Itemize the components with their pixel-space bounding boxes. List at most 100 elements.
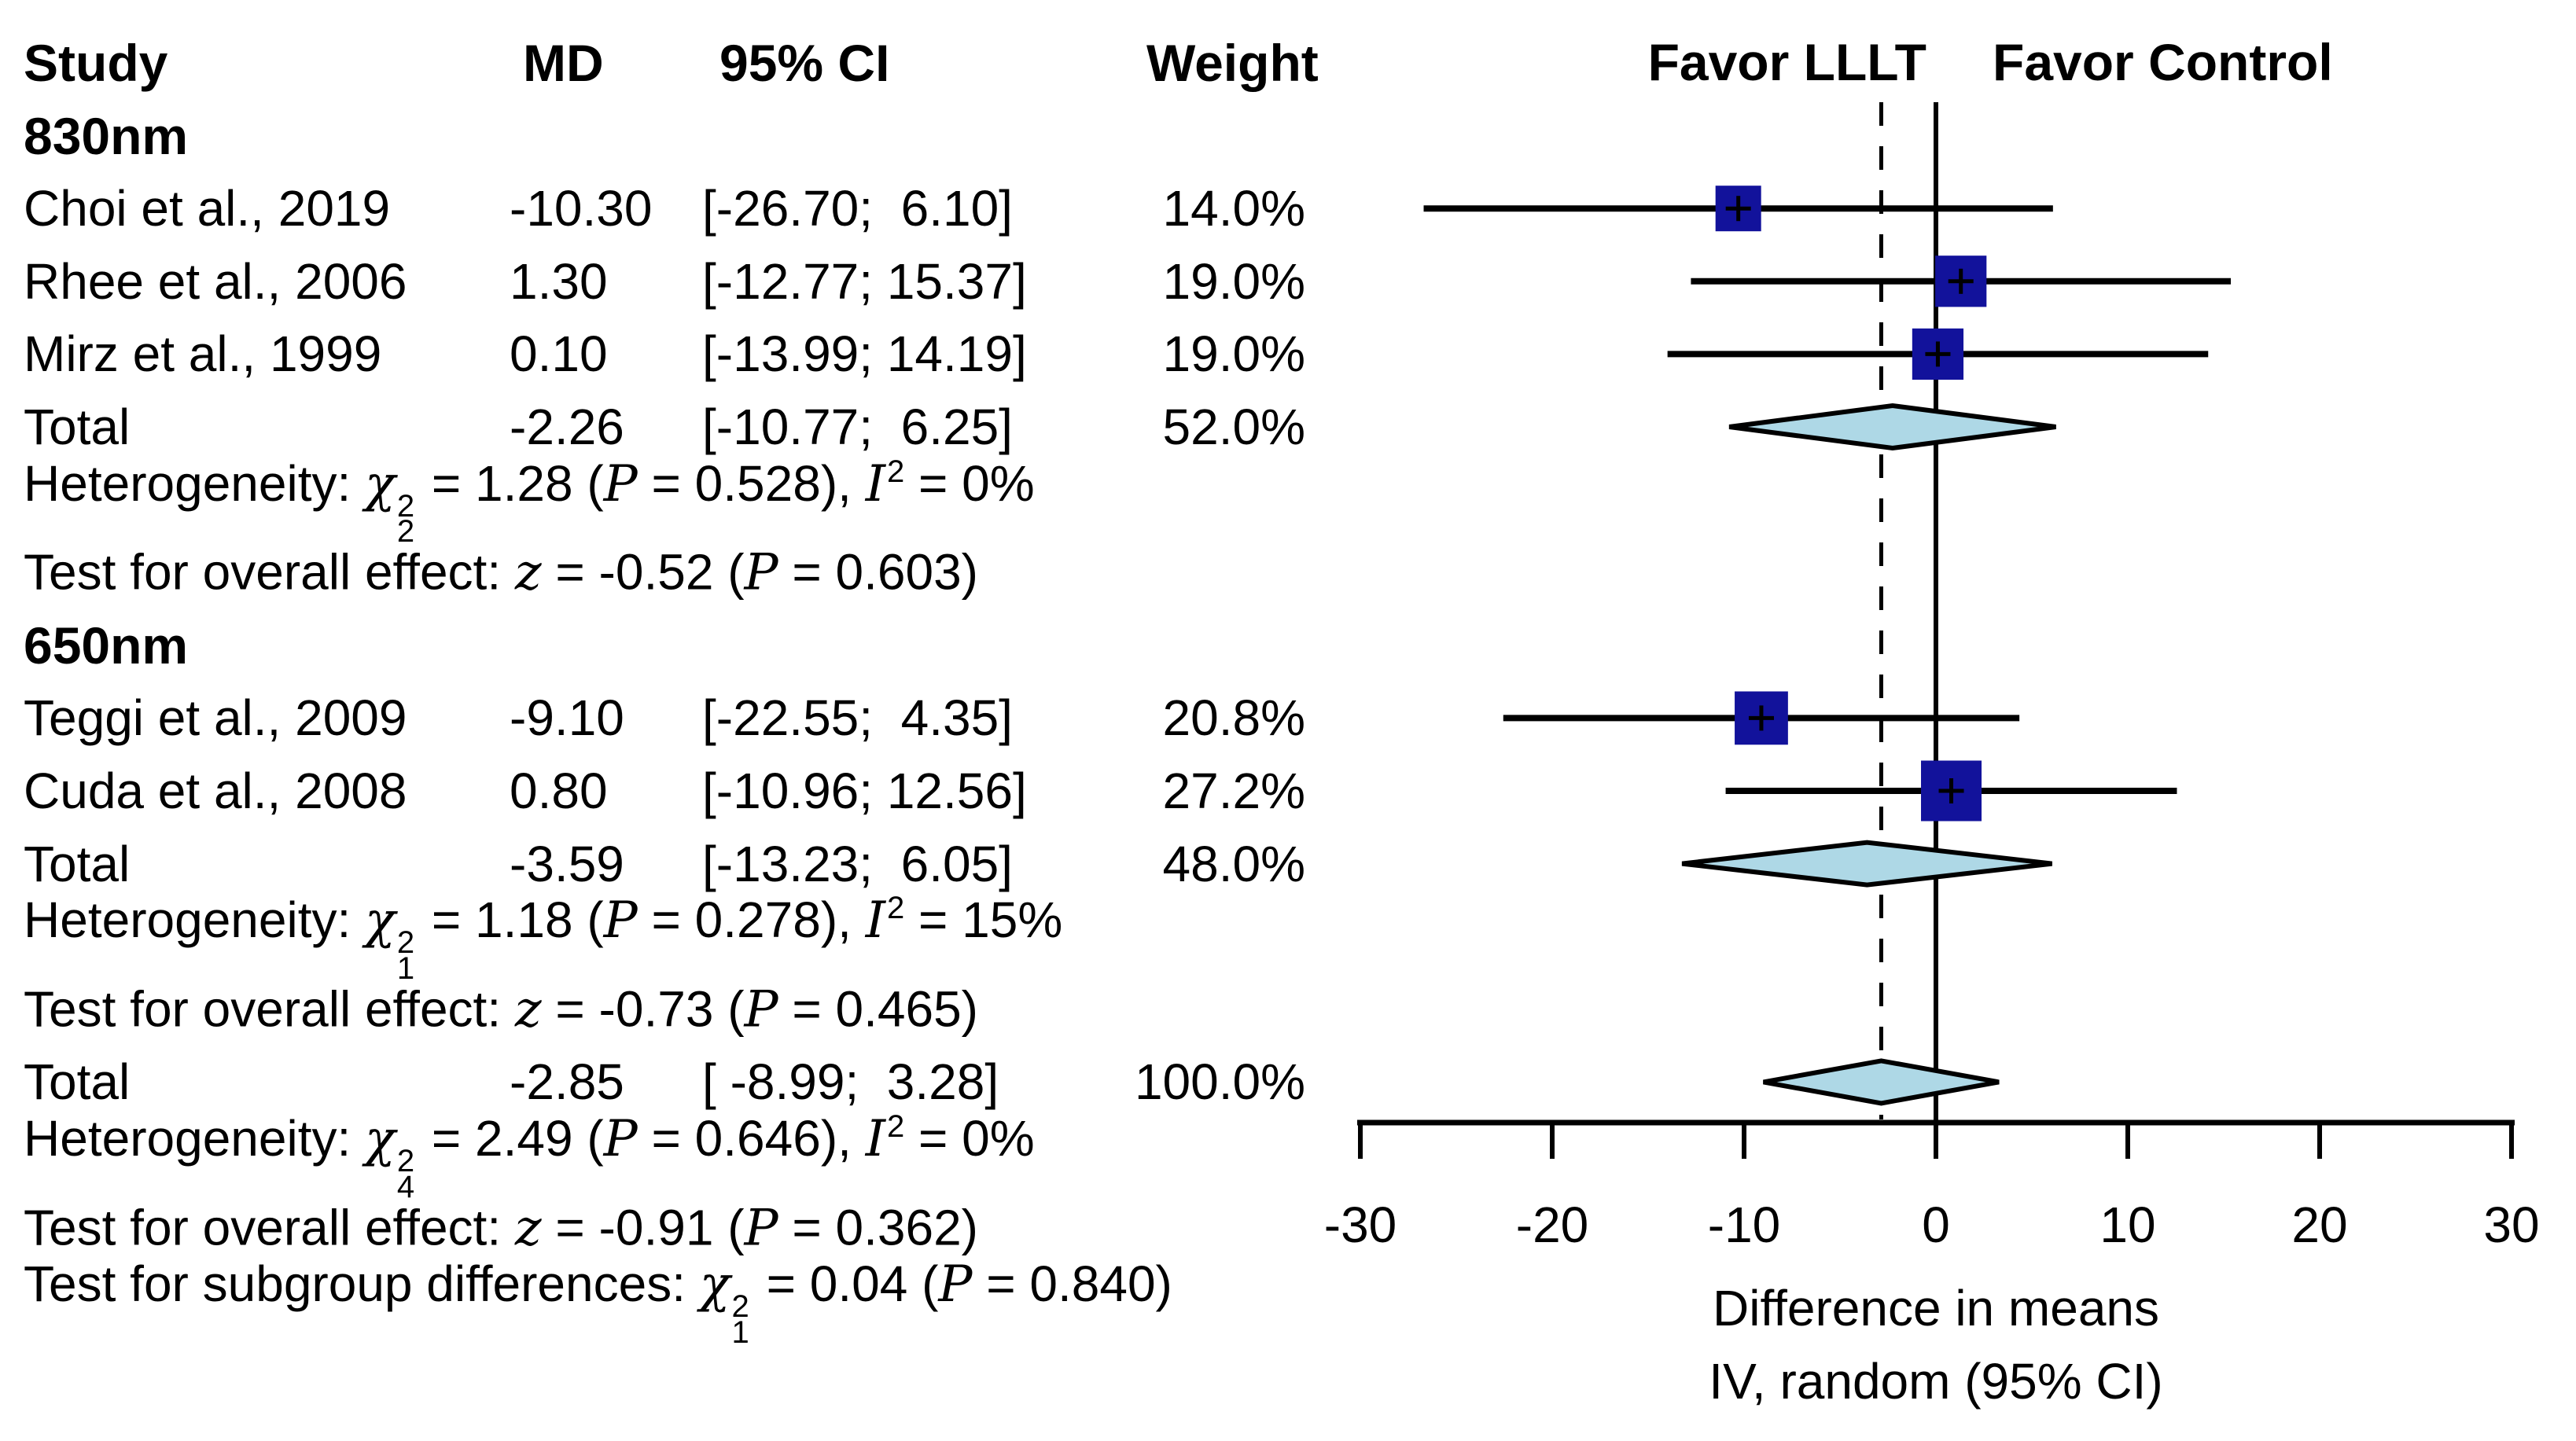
stat-token: Test for subgroup differences: <box>24 1255 700 1313</box>
weight-value: 48.0% <box>1162 835 1305 892</box>
stat-token: = 15% <box>904 891 1063 949</box>
stat-token: = 0.528), <box>637 454 866 512</box>
column-header-ci: 95% CI <box>719 34 890 92</box>
row-study-10: Cuda et al., 2008 0.80 [-10.96; 12.56] 27.2… <box>0 754 2576 828</box>
row-study-2: Choi et al., 2019 -10.30 [-26.70; 6.10] 14.… <box>0 171 2576 245</box>
x-tick-label: -30 <box>1324 1197 1397 1253</box>
stat-token: = 0.278), <box>637 891 866 949</box>
chi-superscript: 2 <box>396 925 415 961</box>
total-label: Total <box>24 399 131 455</box>
stat-token: = 0.646), <box>637 1110 866 1167</box>
md-value: 0.10 <box>510 325 608 383</box>
row-study-3: Rhee et al., 2006 1.30 [-12.77; 15.37] 19.0… <box>0 244 2576 318</box>
ci-value: [-13.99; 14.19] <box>702 325 1027 383</box>
ci-value: [-10.77; 6.25] <box>702 399 1013 455</box>
md-value: -3.59 <box>510 835 624 892</box>
study-name: Teggi et al., 2009 <box>24 689 407 747</box>
stat-token: Test for overall effect: <box>24 543 515 601</box>
x-tick-label: 30 <box>2483 1197 2539 1253</box>
total-label: Total <box>24 835 131 892</box>
superscript: 2 <box>886 454 905 489</box>
stat-token: Heterogeneity: <box>24 1110 366 1167</box>
chi-superscript: 2 <box>731 1289 749 1325</box>
stat-token: = 2.49 ( <box>418 1110 604 1167</box>
subgroup-label: 830nm <box>24 106 189 165</box>
subgroup-label: 650nm <box>24 616 189 675</box>
row-study-4: Mirz et al., 1999 0.10 [-13.99; 14.19] 19.0… <box>0 317 2576 391</box>
row-group-8: 650nm <box>0 608 2576 682</box>
chi-subscript: 1 <box>731 1315 749 1351</box>
stat-token: = 0.840) <box>972 1255 1172 1313</box>
stat-token: χ <box>365 1110 396 1169</box>
study-name: Cuda et al., 2008 <box>24 763 407 819</box>
chi-superscript: 2 <box>396 1144 415 1179</box>
stat-token: = 0.362) <box>778 1199 978 1256</box>
study-name: Rhee et al., 2006 <box>24 252 407 310</box>
stat-token: P <box>603 891 638 950</box>
stat-token: z <box>514 1199 542 1258</box>
column-header-md: MD <box>523 34 604 92</box>
study-name: Mirz et al., 1999 <box>24 325 382 383</box>
stat-token: I <box>865 454 885 513</box>
stat-token: P <box>938 1255 973 1314</box>
ci-value: [-12.77; 15.37] <box>702 252 1027 310</box>
row-total-11: Total -3.59 [-13.23; 6.05] 48.0% <box>0 827 2576 901</box>
stat-token: P <box>603 1110 638 1169</box>
x-tick-label: 0 <box>1922 1197 1950 1253</box>
stat-token: = -0.52 ( <box>541 543 745 601</box>
favor-lllt-label: Favor LLLT <box>1648 33 1926 91</box>
stat-token: χ <box>365 891 396 950</box>
stat-token: P <box>744 980 778 1039</box>
stat-token: = 0% <box>904 454 1035 512</box>
pooled-diamond <box>1728 403 2056 451</box>
superscript: 2 <box>886 1109 905 1145</box>
weight-value: 52.0% <box>1162 399 1305 455</box>
weight-value: 27.2% <box>1162 763 1305 819</box>
study-name: Choi et al., 2019 <box>24 180 391 237</box>
stat-token: I <box>865 1110 885 1169</box>
stat-note: Test for overall effect: z = -0.52 (P = … <box>24 543 978 602</box>
stat-token: = 0.465) <box>778 980 978 1038</box>
stat-token: Test for overall effect: <box>24 1199 515 1256</box>
stat-token: = -0.73 ( <box>541 980 745 1038</box>
weight-value: 19.0% <box>1162 252 1305 310</box>
row-study-9: Teggi et al., 2009 -9.10 [-22.55; 4.35] 20.… <box>0 681 2576 755</box>
column-header-weight: Weight <box>1146 34 1319 92</box>
stat-token: = 0.603) <box>778 543 978 601</box>
stat-token: = 1.28 ( <box>418 454 604 512</box>
chi-subscript: 1 <box>396 951 415 987</box>
pooled-diamond <box>1763 1058 2000 1106</box>
ci-value: [ -8.99; 3.28] <box>702 1053 999 1111</box>
row-note-7: Test for overall effect: z = -0.52 (P = … <box>0 535 2576 609</box>
ci-value: [-22.55; 4.35] <box>702 689 1013 747</box>
weight-value: 14.0% <box>1162 180 1305 237</box>
row-note-16: Test for overall effect: z = -0.91 (P = … <box>0 1191 2576 1265</box>
column-header-study: Study <box>24 34 168 92</box>
row-group-1: 830nm <box>0 99 2576 173</box>
pooled-diamond <box>1681 840 2052 888</box>
weight-value: 100.0% <box>1134 1053 1305 1111</box>
stat-token: = 0.04 ( <box>752 1255 939 1313</box>
weight-value: 20.8% <box>1162 689 1305 747</box>
md-value: -2.85 <box>510 1053 624 1111</box>
stat-token: P <box>603 454 638 513</box>
favor-control-label: Favor Control <box>1993 33 2333 91</box>
md-value: -2.26 <box>510 399 624 455</box>
chi-subscript: 2 <box>396 514 415 550</box>
stat-token: χ <box>365 454 396 513</box>
weight-value: 19.0% <box>1162 325 1305 383</box>
x-axis-label-line2: IV, random (95% CI) <box>1709 1353 2162 1410</box>
ci-value: [-26.70; 6.10] <box>702 180 1013 237</box>
ci-value: [-10.96; 12.56] <box>702 763 1027 819</box>
stat-token: = 1.18 ( <box>418 891 604 949</box>
stat-token: χ <box>699 1255 730 1314</box>
